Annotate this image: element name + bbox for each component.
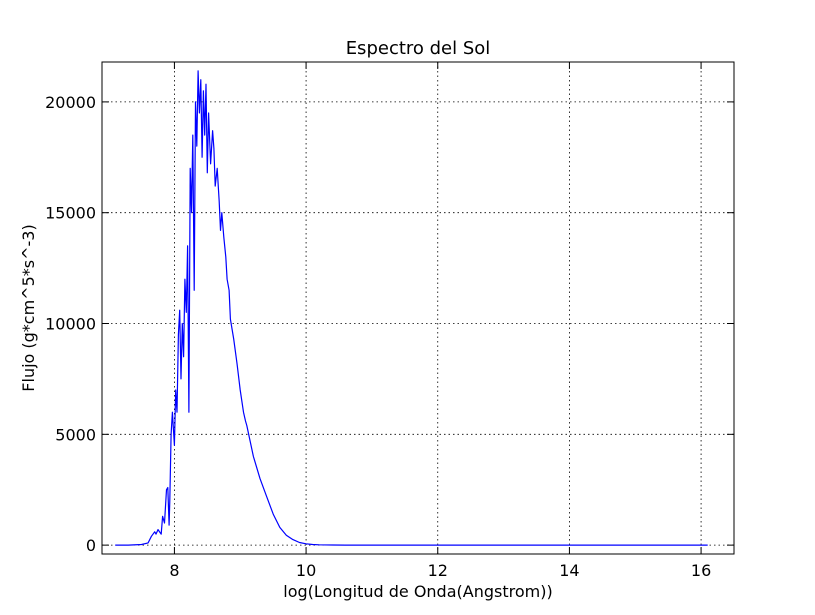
- x-tick-label: 14: [559, 561, 579, 580]
- plot-frame: [101, 61, 735, 555]
- y-tick-labels: 0 5000 10000 15000 20000: [45, 93, 96, 555]
- y-axis-label: Flujo (g*cm^5*s^-3): [19, 224, 38, 391]
- y-tick-label: 10000: [45, 315, 96, 334]
- axis-ticks: [102, 62, 734, 554]
- grid-lines: [102, 62, 734, 554]
- y-tick-label: 15000: [45, 204, 96, 223]
- y-tick-label: 0: [86, 536, 96, 555]
- series-line: [115, 70, 708, 546]
- x-tick-label: 16: [691, 561, 711, 580]
- x-tick-labels: 8 10 12 14 16: [169, 561, 711, 580]
- y-tick-label: 20000: [45, 93, 96, 112]
- x-tick-label: 12: [428, 561, 448, 580]
- y-tick-label: 5000: [55, 425, 96, 444]
- chart-title: Espectro del Sol: [346, 38, 491, 59]
- x-tick-label: 10: [296, 561, 316, 580]
- x-tick-label: 8: [169, 561, 179, 580]
- x-axis-label: log(Longitud de Onda(Angstrom)): [283, 582, 552, 601]
